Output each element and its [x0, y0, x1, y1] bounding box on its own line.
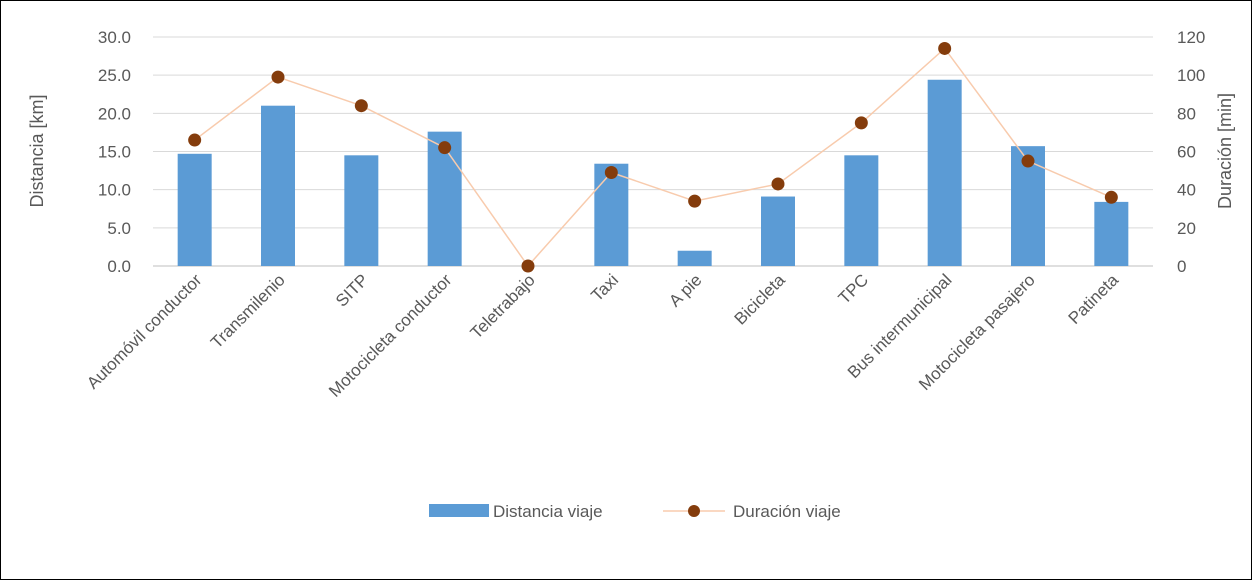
left-axis-ticks: 0.0 5.0 10.0 15.0 20.0 25.0 30.0	[98, 28, 131, 276]
point-duracion	[604, 165, 618, 179]
category-label: Bicicleta	[731, 270, 790, 329]
right-tick-label: 20	[1177, 219, 1196, 238]
point-duracion	[1021, 154, 1035, 168]
legend-swatch-duracion-marker	[688, 505, 700, 517]
category-label: Taxi	[587, 270, 622, 305]
point-duracion	[438, 141, 452, 155]
gridlines	[153, 36, 1153, 267]
left-tick-label: 20.0	[98, 104, 131, 123]
left-tick-label: 10.0	[98, 181, 131, 200]
point-duracion	[271, 70, 285, 84]
legend: Distancia viaje Duración viaje	[429, 502, 841, 521]
category-axis-labels: Automóvil conductor Transmilenio SITPMotoc…	[83, 270, 1122, 401]
category-label: TPC	[835, 270, 872, 307]
bar-distancia	[927, 79, 962, 266]
bar-distancia	[844, 155, 879, 266]
point-duracion	[688, 194, 702, 208]
bar-distancia	[261, 105, 295, 266]
point-duracion	[521, 259, 535, 273]
category-label: SITP	[332, 270, 372, 310]
legend-swatch-distancia	[429, 504, 489, 517]
category-label: Automóvil conductor	[83, 270, 206, 393]
point-duracion	[854, 116, 868, 130]
right-tick-label: 100	[1177, 66, 1205, 85]
category-label: Transmilenio	[207, 270, 289, 352]
line-duracion	[194, 47, 1112, 268]
right-axis-ticks: 0 20 40 60 80 100 120	[1177, 28, 1205, 276]
left-tick-label: 5.0	[107, 219, 131, 238]
bar-distancia	[677, 250, 712, 266]
point-duracion	[1104, 190, 1118, 204]
bar-series	[177, 79, 1129, 266]
point-duracion	[938, 41, 952, 55]
line-series	[188, 41, 1118, 273]
bar-distancia	[177, 153, 212, 266]
point-duracion	[771, 177, 785, 191]
left-tick-label: 0.0	[107, 257, 131, 276]
right-axis-title: Duración [min]	[1215, 93, 1235, 209]
left-axis-title: Distancia [km]	[27, 94, 47, 207]
left-tick-label: 30.0	[98, 28, 131, 47]
point-duracion	[354, 99, 368, 113]
category-label: A pie	[665, 270, 705, 310]
right-tick-label: 40	[1177, 181, 1196, 200]
right-tick-label: 120	[1177, 28, 1205, 47]
category-label: Patineta	[1065, 270, 1123, 328]
legend-label-duracion: Duración viaje	[733, 502, 841, 521]
right-tick-label: 80	[1177, 104, 1196, 123]
bar-distancia	[1094, 201, 1129, 266]
left-tick-label: 15.0	[98, 143, 131, 162]
bar-distancia	[594, 163, 629, 266]
bar-distancia	[761, 196, 795, 266]
category-label: Teletrabajo	[467, 270, 539, 342]
point-duracion	[188, 133, 202, 147]
left-tick-label: 25.0	[98, 66, 131, 85]
bar-distancia	[344, 155, 379, 266]
legend-label-distancia: Distancia viaje	[493, 502, 603, 521]
right-tick-label: 60	[1177, 143, 1196, 162]
right-tick-label: 0	[1177, 257, 1186, 276]
